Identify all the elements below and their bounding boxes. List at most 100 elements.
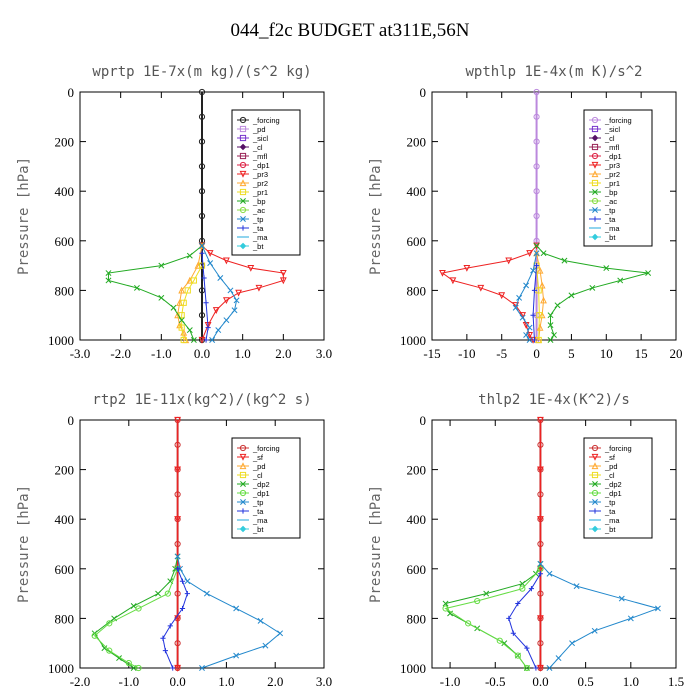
data-point xyxy=(160,635,166,641)
data-point xyxy=(130,603,137,609)
y-tick-label: 1000 xyxy=(400,661,426,676)
legend-marker xyxy=(240,499,246,505)
series-bp xyxy=(533,242,652,343)
legend-label: _tp xyxy=(604,498,615,507)
legend-marker xyxy=(239,152,247,160)
series-ta xyxy=(530,263,540,343)
series-line xyxy=(441,245,537,341)
data-point xyxy=(439,269,446,277)
data-point xyxy=(526,337,533,343)
legend-marker xyxy=(591,125,599,133)
series-forcing xyxy=(198,88,206,344)
data-point xyxy=(546,570,553,577)
series-line xyxy=(536,265,540,341)
legend-marker xyxy=(239,471,247,479)
data-point xyxy=(235,289,243,297)
legend-marker xyxy=(240,198,246,204)
legend-label: _dp1 xyxy=(604,152,622,161)
data-point xyxy=(515,600,521,607)
data-point xyxy=(442,600,449,607)
data-point xyxy=(205,325,211,331)
legend-marker xyxy=(591,462,599,470)
data-point xyxy=(186,327,193,334)
y-tick-label: 600 xyxy=(407,234,427,249)
data-point xyxy=(198,212,206,220)
data-point xyxy=(533,138,540,145)
legend-label: _ta xyxy=(604,507,616,516)
data-point xyxy=(519,314,526,321)
y-tick-label: 1000 xyxy=(48,661,74,676)
data-point xyxy=(180,299,187,306)
data-point xyxy=(536,266,544,274)
data-point xyxy=(533,188,540,195)
x-tick-label: 3.0 xyxy=(316,674,332,689)
data-point xyxy=(125,659,132,667)
y-axis-label: Pressure [hPa] xyxy=(16,485,32,603)
legend-label: _ma xyxy=(252,233,268,242)
data-point xyxy=(222,257,230,265)
data-point xyxy=(537,615,544,623)
legend-label: _pr2 xyxy=(604,170,620,179)
data-point xyxy=(540,296,547,304)
data-point xyxy=(174,516,182,523)
y-tick-label: 200 xyxy=(407,135,427,150)
data-point xyxy=(190,277,197,284)
data-point xyxy=(627,615,634,622)
y-axis-label: Pressure [hPa] xyxy=(368,157,384,275)
data-point xyxy=(179,578,186,584)
y-tick-label: 400 xyxy=(55,512,75,527)
data-point xyxy=(215,327,222,334)
plot-frame xyxy=(431,419,677,669)
data-point xyxy=(573,583,580,590)
y-axis-label: Pressure [hPa] xyxy=(368,485,384,603)
data-point xyxy=(519,585,526,592)
legend-label: _dp1 xyxy=(604,489,622,498)
data-point xyxy=(533,113,540,120)
data-point xyxy=(531,287,538,293)
data-point xyxy=(133,284,140,291)
data-point xyxy=(203,337,209,343)
y-tick-label: 200 xyxy=(55,463,75,478)
data-point xyxy=(184,578,191,585)
data-point xyxy=(516,294,523,301)
legend-label: _ma xyxy=(604,516,620,525)
legend-label: _dp1 xyxy=(252,161,270,170)
legend: _forcing_sicl_cl_mfl_dp1_pr3_pr2_pr1_bp_… xyxy=(583,109,653,247)
data-point xyxy=(184,591,190,597)
legend-marker xyxy=(591,471,599,479)
series-dp1 xyxy=(442,565,544,672)
legend-label: _dp1 xyxy=(252,489,270,498)
x-tick-label: 2.0 xyxy=(275,346,291,361)
legend-label: _ac xyxy=(604,197,617,206)
data-point xyxy=(477,284,485,292)
y-tick-label: 0 xyxy=(420,413,427,428)
data-point xyxy=(162,648,168,654)
data-point xyxy=(101,645,108,652)
legend-label: _ac xyxy=(252,206,265,215)
data-point xyxy=(533,250,540,257)
series-line xyxy=(201,245,284,341)
data-point xyxy=(91,632,98,639)
legend-marker xyxy=(239,134,247,142)
legend-label: _bt xyxy=(252,525,264,534)
panel-title: thlp2 1E-4x(K^2)/s xyxy=(478,392,630,408)
legend: _forcing_pd_sicl_cl_mfl_dp1_pr3_pr2_pr1_… xyxy=(231,109,301,256)
legend-label: _pd xyxy=(604,462,618,471)
data-point xyxy=(547,312,554,319)
x-tick-label: -5 xyxy=(496,346,507,361)
legend-marker xyxy=(240,508,246,514)
data-point xyxy=(496,637,503,644)
y-tick-label: 0 xyxy=(68,85,75,100)
y-tick-label: 400 xyxy=(55,184,75,199)
panel-title: wpthlp 1E-4x(m K)/s^2 xyxy=(465,64,642,80)
data-point xyxy=(206,250,214,257)
data-point xyxy=(184,287,191,294)
data-point xyxy=(537,416,544,424)
legend-marker xyxy=(591,233,599,241)
series-ta xyxy=(506,571,544,671)
data-point xyxy=(174,416,182,424)
data-point xyxy=(547,337,554,343)
chart-panel-4: thlp2 1E-4x(K^2)/s Pressure [hPa] -1.0 -0.5… xyxy=(368,392,684,689)
data-point xyxy=(645,270,652,276)
data-point xyxy=(524,645,530,651)
